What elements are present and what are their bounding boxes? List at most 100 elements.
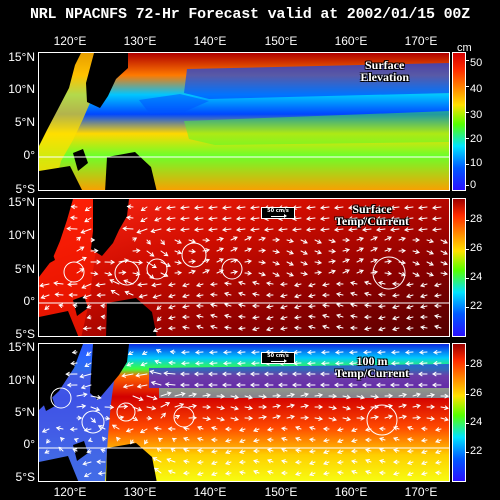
current-arrow — [307, 351, 316, 353]
current-arrow — [188, 260, 196, 263]
current-arrow-head — [236, 382, 241, 388]
current-arrow — [90, 417, 96, 423]
current-arrow — [412, 261, 420, 266]
current-arrow-head — [360, 415, 365, 421]
current-arrow-head — [83, 473, 89, 478]
current-arrow — [412, 404, 421, 408]
current-arrow-head — [303, 239, 308, 244]
current-arrow-head — [378, 292, 383, 297]
current-arrow-head — [434, 293, 439, 298]
current-arrow-head — [350, 281, 355, 286]
surface-elevation-label-line2: Elevation — [360, 70, 409, 84]
subsurface-temp-colorbar-label-28: 28 — [470, 358, 483, 370]
current-arrow — [166, 228, 176, 231]
current-arrow-head — [82, 326, 88, 331]
current-arrow-head — [179, 402, 185, 408]
current-arrow-head — [252, 280, 257, 286]
current-arrow-head — [432, 371, 437, 377]
current-arrow-head — [205, 269, 210, 274]
current-arrow — [406, 283, 414, 286]
current-arrow-head — [420, 293, 425, 299]
current-arrow-head — [250, 371, 255, 377]
current-arrow-head — [430, 392, 435, 398]
current-arrow-head — [238, 314, 243, 320]
current-arrow — [293, 362, 302, 364]
current-arrow-head — [432, 205, 437, 210]
current-arrow — [370, 395, 379, 398]
subsurface-temp-colorbar-label-26: 26 — [470, 387, 483, 399]
current-arrow-head — [154, 217, 160, 222]
current-arrow — [348, 217, 358, 220]
current-arrow-head — [429, 261, 434, 266]
current-arrow-head — [420, 314, 425, 320]
current-arrow-head — [320, 382, 325, 388]
current-arrow — [320, 206, 330, 209]
subsurface-temp-colorbar-tick — [466, 452, 469, 453]
current-arrow-head — [236, 216, 241, 221]
current-arrow — [342, 417, 351, 421]
current-arrow-head — [376, 205, 381, 210]
current-arrow-head — [160, 240, 165, 246]
current-arrow-head — [378, 315, 383, 321]
current-arrow — [230, 417, 239, 421]
surface-temp-current-label: Surface Temp/Current — [335, 203, 409, 227]
subsurface-temp-colorbar-tick — [466, 394, 469, 395]
current-arrow — [224, 303, 232, 307]
current-arrow-head — [70, 204, 76, 210]
current-arrow-head — [320, 205, 325, 210]
current-arrow — [180, 217, 190, 220]
current-arrow — [322, 325, 330, 329]
current-arrow-head — [96, 325, 102, 331]
current-arrow-head — [323, 438, 328, 443]
current-arrow-head — [443, 250, 448, 255]
subsurface-current-scale-box: 50 cm/s — [261, 352, 295, 364]
current-arrow-head — [401, 248, 406, 254]
current-arrow-head — [379, 426, 384, 432]
current-arrow-head — [222, 371, 227, 377]
current-arrow — [208, 217, 218, 220]
current-arrow — [223, 351, 232, 353]
current-arrow — [258, 272, 266, 276]
current-arrow-head — [348, 227, 353, 232]
current-arrow-head — [81, 403, 87, 409]
current-arrow — [321, 351, 330, 353]
current-arrow — [250, 206, 260, 209]
current-arrow-head — [208, 227, 213, 232]
current-arrow-head — [280, 304, 285, 310]
current-arrow-head — [80, 229, 86, 234]
current-arrow-head — [253, 438, 258, 443]
p1-lat-5s: 5°S — [15, 182, 35, 196]
current-arrow-head — [322, 324, 327, 330]
current-arrow-head — [180, 216, 185, 221]
current-arrow-head — [93, 271, 99, 276]
current-arrow-head — [393, 471, 398, 476]
surface-current-scale-arrow — [271, 214, 287, 218]
surface-elevation-colorbar-tick — [466, 185, 469, 186]
current-arrow — [137, 384, 148, 388]
current-arrow-head — [334, 382, 339, 388]
current-arrow — [54, 293, 64, 296]
current-arrow-head — [363, 349, 368, 355]
current-arrow-head — [432, 227, 437, 232]
current-arrow-head — [322, 313, 327, 319]
current-arrow-head — [210, 324, 215, 330]
current-arrow-head — [152, 294, 158, 299]
current-arrow-head — [86, 449, 92, 454]
current-arrow-head — [66, 226, 71, 232]
p3-lat-15n: 15°N — [8, 340, 35, 354]
current-arrow-head — [86, 314, 92, 320]
current-arrow — [348, 206, 358, 209]
current-arrow — [153, 327, 162, 332]
current-arrow — [250, 228, 260, 231]
current-arrow-head — [406, 315, 411, 320]
subsurface-temp-current-panel: 50 cm/s 100 m Temp/Current — [38, 343, 450, 482]
surface-temp-current-label-line1: Surface — [352, 202, 392, 216]
current-arrow — [356, 237, 364, 241]
current-arrow — [384, 415, 393, 419]
current-arrow-head — [407, 460, 412, 465]
current-arrow — [314, 394, 323, 397]
current-arrow-head — [151, 405, 157, 411]
current-arrow-head — [165, 402, 171, 407]
current-arrow-head — [336, 302, 341, 308]
current-arrow-head — [137, 407, 143, 412]
